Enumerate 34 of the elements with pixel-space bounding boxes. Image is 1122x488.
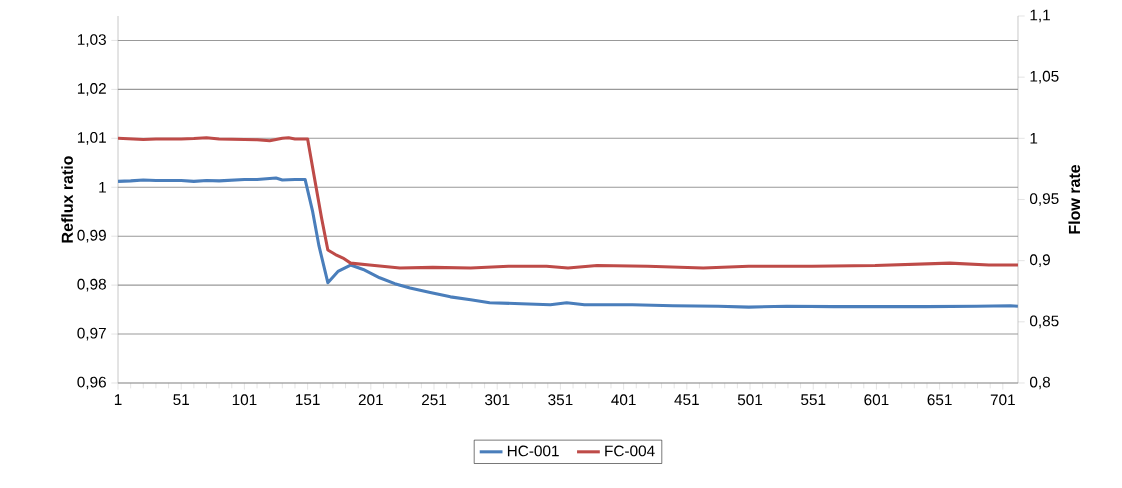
x-tick-label: 1 [114, 394, 122, 405]
legend-label: FC-004 [605, 445, 655, 457]
y2-axis-title: Flow rate [1068, 164, 1081, 234]
y2-tick-label: 0,95 [1029, 193, 1059, 206]
x-tick-label: 51 [173, 394, 189, 406]
y2-tick-label: 0,9 [1029, 254, 1050, 267]
y2-tick-label: 1,1 [1030, 9, 1050, 23]
x-tick-label: 201 [358, 394, 383, 406]
x-tick-label: 251 [422, 394, 447, 406]
y-tick-label: 0,97 [77, 327, 106, 341]
y-tick-label: 1 [99, 182, 106, 193]
x-tick-label: 701 [990, 394, 1015, 406]
x-tick-label: 451 [674, 394, 699, 406]
y2-tick-label: 1 [1030, 133, 1038, 144]
legend-label: HC-001 [507, 445, 559, 457]
x-tick-label: 651 [927, 394, 952, 406]
y-tick-label: 1,03 [77, 34, 106, 47]
y2-tick-label: 0,8 [1029, 376, 1051, 390]
x-tick-label: 351 [548, 394, 573, 406]
y-tick-label: 0,98 [77, 278, 106, 292]
y-axis-title: Reflux ratio [61, 156, 73, 243]
x-tick-label: 551 [801, 394, 826, 406]
x-tick-label: 101 [232, 394, 257, 406]
y-tick-label: 0,99 [77, 229, 106, 243]
x-tick-label: 501 [737, 394, 763, 406]
y2-tick-label: 1,05 [1030, 70, 1059, 84]
y-tick-label: 1,02 [77, 83, 106, 96]
y-tick-label: 0,96 [77, 376, 106, 390]
x-tick-label: 301 [485, 394, 510, 406]
x-tick-label: 401 [611, 394, 636, 406]
y-tick-label: 1,01 [77, 132, 106, 145]
x-tick-label: 151 [295, 394, 320, 406]
x-tick-label: 601 [864, 394, 889, 406]
y2-tick-label: 0,85 [1029, 315, 1059, 329]
